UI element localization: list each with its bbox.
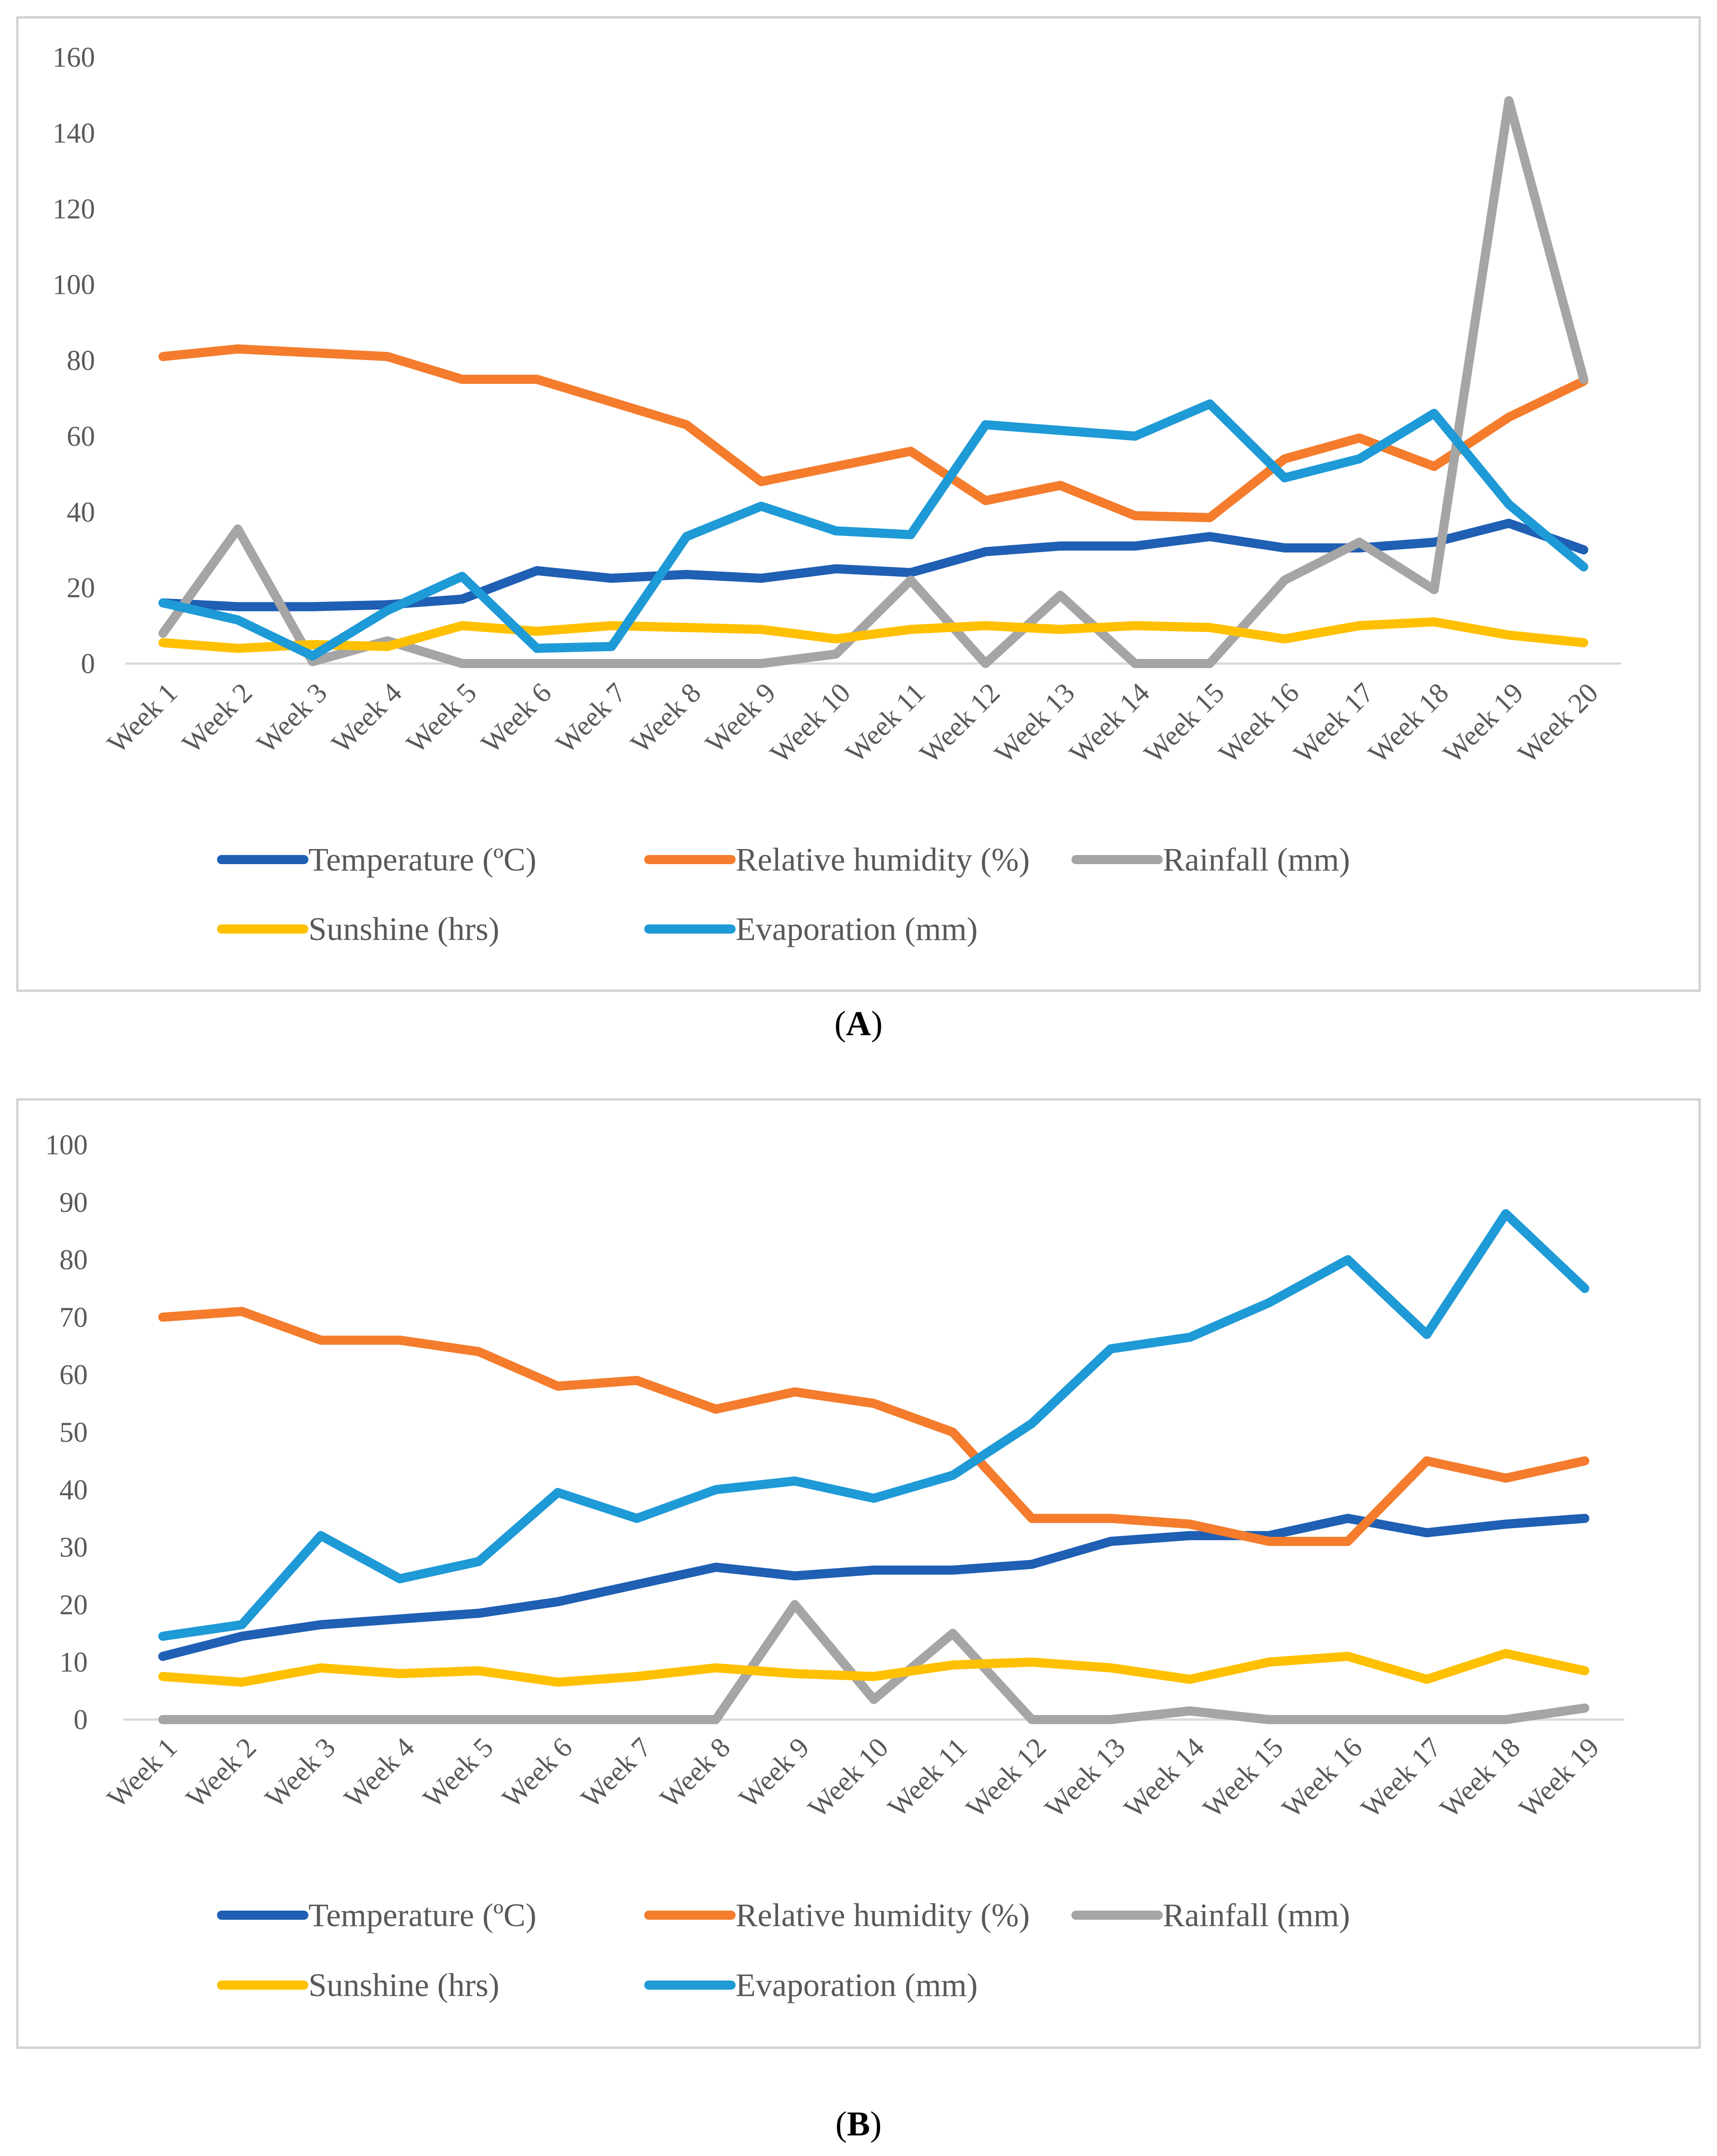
chart-b-series: [158, 1209, 1590, 1724]
series-line-evaporation: [158, 1209, 1590, 1641]
chart-b-legend: Temperature (ºC) Relative humidity (%) Rai…: [217, 1897, 1350, 2003]
y-tick-label: 40: [67, 497, 95, 528]
chart-panel-a: 0 20 40 60 80 100 120 140 160 Week 1 Week 2 Week 3…: [16, 16, 1701, 1043]
y-tick-label: 80: [59, 1245, 88, 1276]
y-tick-label: 70: [59, 1302, 88, 1333]
series-line-sunshine: [158, 617, 1589, 653]
y-tick-label: 80: [67, 345, 95, 377]
chart-a-frame: [16, 16, 1701, 992]
y-tick-label: 100: [45, 1130, 88, 1161]
y-tick-label: 90: [59, 1187, 88, 1218]
y-tick-label: 40: [59, 1475, 88, 1506]
chart-panel-b: 0 10 20 30 40 50 60 70 80 90 100 Week 1 Week 2 Week …: [0, 1088, 1717, 2156]
legend-label: Relative humidity (%): [736, 1897, 1030, 1933]
chart-a-caption: (A): [834, 1004, 883, 1043]
chart-b-caption: (B): [835, 2105, 881, 2143]
legend-label: Sunshine (hrs): [308, 1967, 499, 2003]
legend-label: Temperature (ºC): [308, 1897, 536, 1933]
legend-label: Relative humidity (%): [736, 841, 1030, 878]
y-tick-label: 100: [53, 270, 95, 301]
series-line-relative: [158, 1306, 1590, 1546]
chart-a-series: [158, 96, 1589, 668]
y-tick-label: 20: [67, 573, 95, 604]
legend-label: Sunshine (hrs): [308, 911, 499, 947]
y-tick-label: 120: [53, 194, 95, 225]
series-line-sunshine: [158, 1649, 1590, 1687]
y-tick-label: 60: [59, 1359, 88, 1391]
chart-a-y-axis: 0 20 40 60 80 100 120 140 160: [53, 42, 95, 680]
chart-a-legend: Temperature (ºC) Relative humidity (%) Rai…: [217, 841, 1350, 947]
series-line-relative: [158, 344, 1589, 522]
series-line-temperature: [158, 1513, 1590, 1661]
series-line-evaporation: [158, 399, 1589, 661]
series-line-rainfall: [158, 1600, 1590, 1724]
legend-label: Rainfall (mm): [1163, 1897, 1350, 1933]
y-tick-label: 50: [59, 1417, 88, 1448]
y-tick-label: 0: [74, 1705, 88, 1736]
legend-label: Temperature (ºC): [308, 841, 536, 878]
y-tick-label: 0: [81, 648, 95, 680]
chart-b-y-axis: 0 10 20 30 40 50 60 70 80 90 100: [45, 1130, 88, 1736]
y-tick-label: 20: [59, 1589, 88, 1620]
y-tick-label: 10: [59, 1647, 88, 1678]
legend-label: Evaporation (mm): [736, 911, 978, 947]
y-tick-label: 30: [59, 1532, 88, 1563]
legend-label: Rainfall (mm): [1163, 841, 1350, 878]
y-tick-label: 140: [53, 118, 95, 149]
y-tick-label: 160: [53, 42, 95, 73]
legend-label: Evaporation (mm): [736, 1967, 978, 2003]
y-tick-label: 60: [67, 421, 95, 452]
